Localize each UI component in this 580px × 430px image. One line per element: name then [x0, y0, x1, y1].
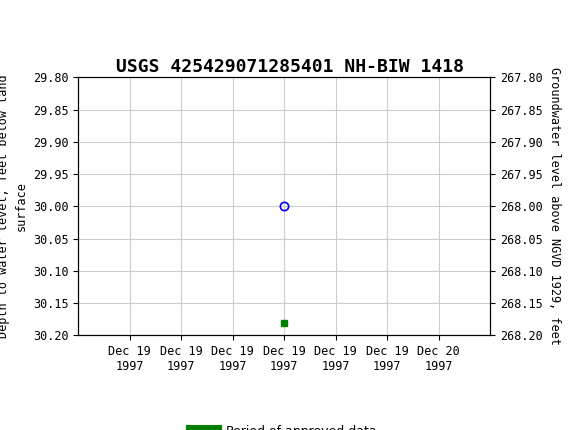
- Y-axis label: Groundwater level above NGVD 1929, feet: Groundwater level above NGVD 1929, feet: [548, 68, 561, 345]
- Text: USGS: USGS: [75, 16, 139, 36]
- Text: USGS 425429071285401 NH-BIW 1418: USGS 425429071285401 NH-BIW 1418: [116, 58, 464, 76]
- Legend: Period of approved data: Period of approved data: [186, 420, 382, 430]
- Y-axis label: Depth to water level, feet below land
surface: Depth to water level, feet below land su…: [0, 74, 27, 338]
